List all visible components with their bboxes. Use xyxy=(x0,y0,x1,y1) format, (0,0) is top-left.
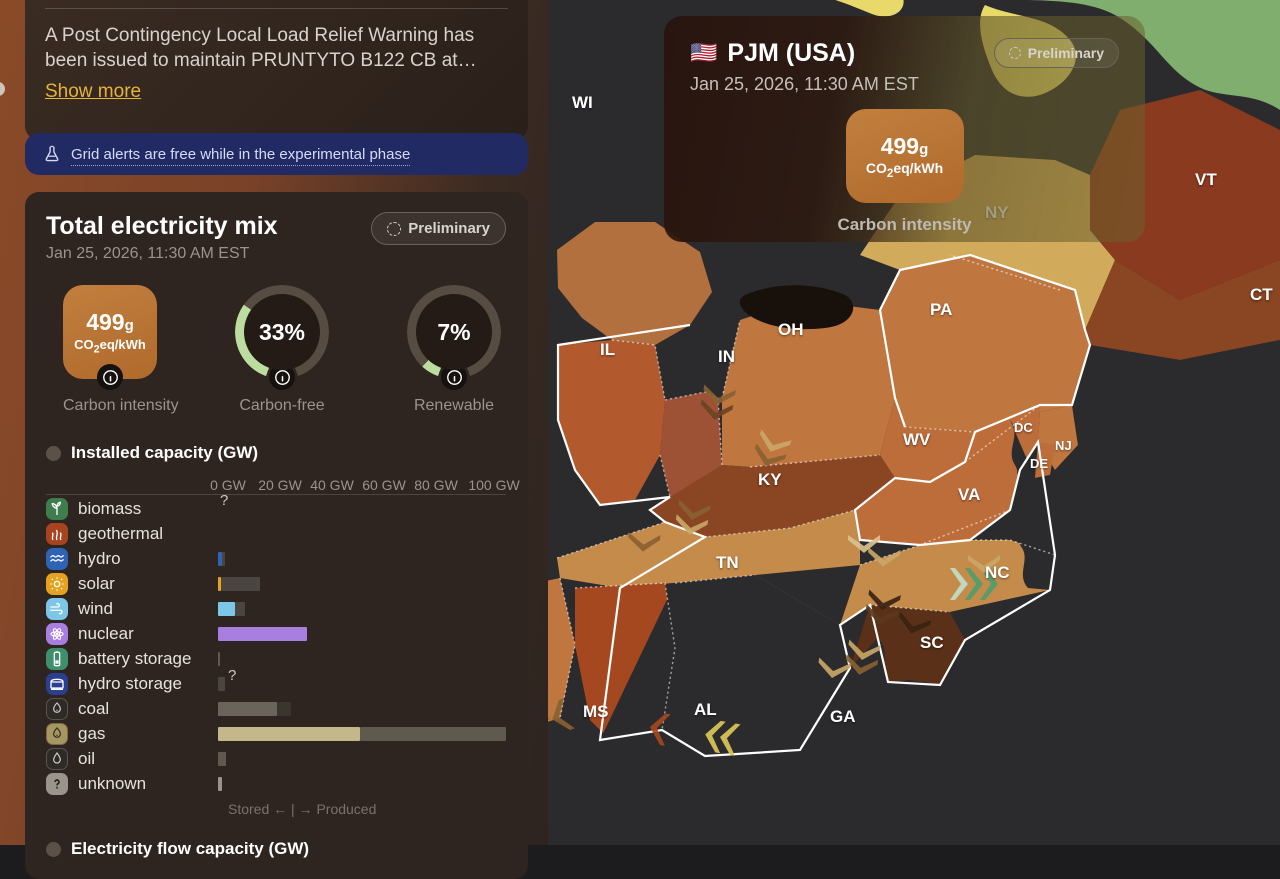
svg-text:KY: KY xyxy=(758,470,782,489)
svg-text:SC: SC xyxy=(920,633,944,652)
svg-text:NJ: NJ xyxy=(1055,438,1072,453)
svg-text:WI: WI xyxy=(572,93,593,112)
svg-text:VT: VT xyxy=(1195,170,1217,189)
svg-text:MS: MS xyxy=(583,702,609,721)
svg-text:DC: DC xyxy=(1014,420,1033,435)
svg-text:GA: GA xyxy=(830,707,856,726)
svg-text:IN: IN xyxy=(718,347,735,366)
svg-text:VA: VA xyxy=(958,485,980,504)
svg-text:AL: AL xyxy=(694,700,717,719)
svg-text:PA: PA xyxy=(930,300,952,319)
svg-text:TN: TN xyxy=(716,553,739,572)
svg-text:OH: OH xyxy=(778,320,804,339)
svg-text:WV: WV xyxy=(903,430,931,449)
svg-text:IL: IL xyxy=(600,340,615,359)
svg-text:DE: DE xyxy=(1030,456,1048,471)
svg-text:CT: CT xyxy=(1250,285,1273,304)
svg-text:NC: NC xyxy=(985,563,1010,582)
